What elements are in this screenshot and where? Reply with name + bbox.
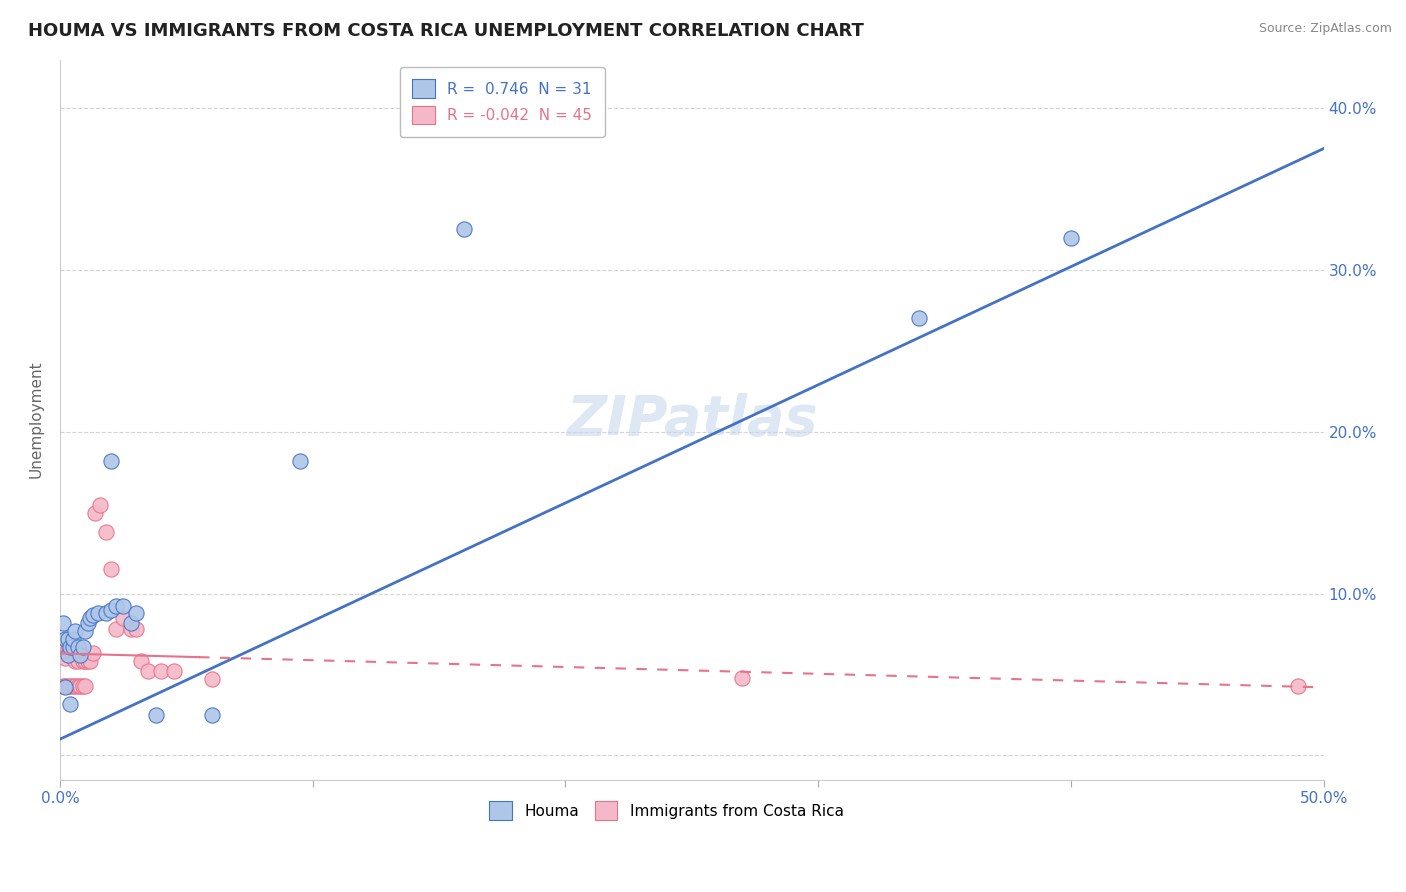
Point	[79, 611, 101, 625]
Point	[72, 640, 94, 654]
Point	[72, 679, 94, 693]
Point	[138, 664, 160, 678]
Point	[69, 679, 91, 693]
Point	[79, 655, 101, 669]
Point	[56, 679, 79, 693]
Point	[94, 524, 117, 539]
Point	[69, 648, 91, 662]
Point	[72, 655, 94, 669]
Point	[76, 655, 98, 669]
Point	[145, 707, 167, 722]
Point	[120, 615, 142, 630]
Point	[66, 647, 89, 661]
Point	[56, 648, 79, 662]
Point	[201, 707, 224, 722]
Point	[120, 622, 142, 636]
Point	[84, 506, 107, 520]
Point	[66, 640, 89, 654]
Point	[51, 638, 73, 652]
Point	[51, 647, 73, 661]
Point	[59, 643, 82, 657]
Point	[53, 681, 76, 695]
Point	[100, 603, 122, 617]
Point	[56, 632, 79, 646]
Point	[62, 651, 84, 665]
Point	[66, 679, 89, 693]
Point	[63, 624, 86, 638]
Point	[129, 655, 152, 669]
Point	[63, 655, 86, 669]
Point	[453, 222, 475, 236]
Point	[53, 632, 76, 646]
Legend: Houma, Immigrants from Costa Rica: Houma, Immigrants from Costa Rica	[484, 795, 849, 826]
Point	[89, 498, 111, 512]
Point	[59, 640, 82, 654]
Point	[51, 615, 73, 630]
Point	[104, 599, 127, 614]
Text: ZIPatlas: ZIPatlas	[567, 392, 817, 447]
Point	[59, 697, 82, 711]
Point	[104, 622, 127, 636]
Point	[201, 673, 224, 687]
Point	[100, 562, 122, 576]
Point	[94, 606, 117, 620]
Point	[908, 311, 931, 326]
Point	[82, 607, 104, 622]
Point	[69, 647, 91, 661]
Y-axis label: Unemployment: Unemployment	[30, 360, 44, 478]
Point	[53, 651, 76, 665]
Point	[163, 664, 186, 678]
Point	[62, 640, 84, 654]
Point	[66, 655, 89, 669]
Point	[59, 679, 82, 693]
Point	[125, 606, 148, 620]
Point	[63, 679, 86, 693]
Point	[100, 454, 122, 468]
Point	[75, 655, 97, 669]
Point	[62, 679, 84, 693]
Point	[75, 624, 97, 638]
Point	[53, 679, 76, 693]
Point	[76, 615, 98, 630]
Point	[288, 454, 311, 468]
Point	[51, 679, 73, 693]
Point	[82, 647, 104, 661]
Point	[59, 635, 82, 649]
Text: HOUMA VS IMMIGRANTS FROM COSTA RICA UNEMPLOYMENT CORRELATION CHART: HOUMA VS IMMIGRANTS FROM COSTA RICA UNEM…	[28, 22, 865, 40]
Point	[56, 635, 79, 649]
Point	[56, 643, 79, 657]
Point	[150, 664, 173, 678]
Point	[63, 647, 86, 661]
Point	[87, 606, 110, 620]
Point	[112, 611, 135, 625]
Point	[112, 599, 135, 614]
Point	[53, 643, 76, 657]
Point	[1060, 230, 1083, 244]
Point	[75, 679, 97, 693]
Point	[1286, 679, 1309, 693]
Text: Source: ZipAtlas.com: Source: ZipAtlas.com	[1258, 22, 1392, 36]
Point	[125, 622, 148, 636]
Point	[731, 671, 754, 685]
Point	[62, 643, 84, 657]
Point	[62, 632, 84, 646]
